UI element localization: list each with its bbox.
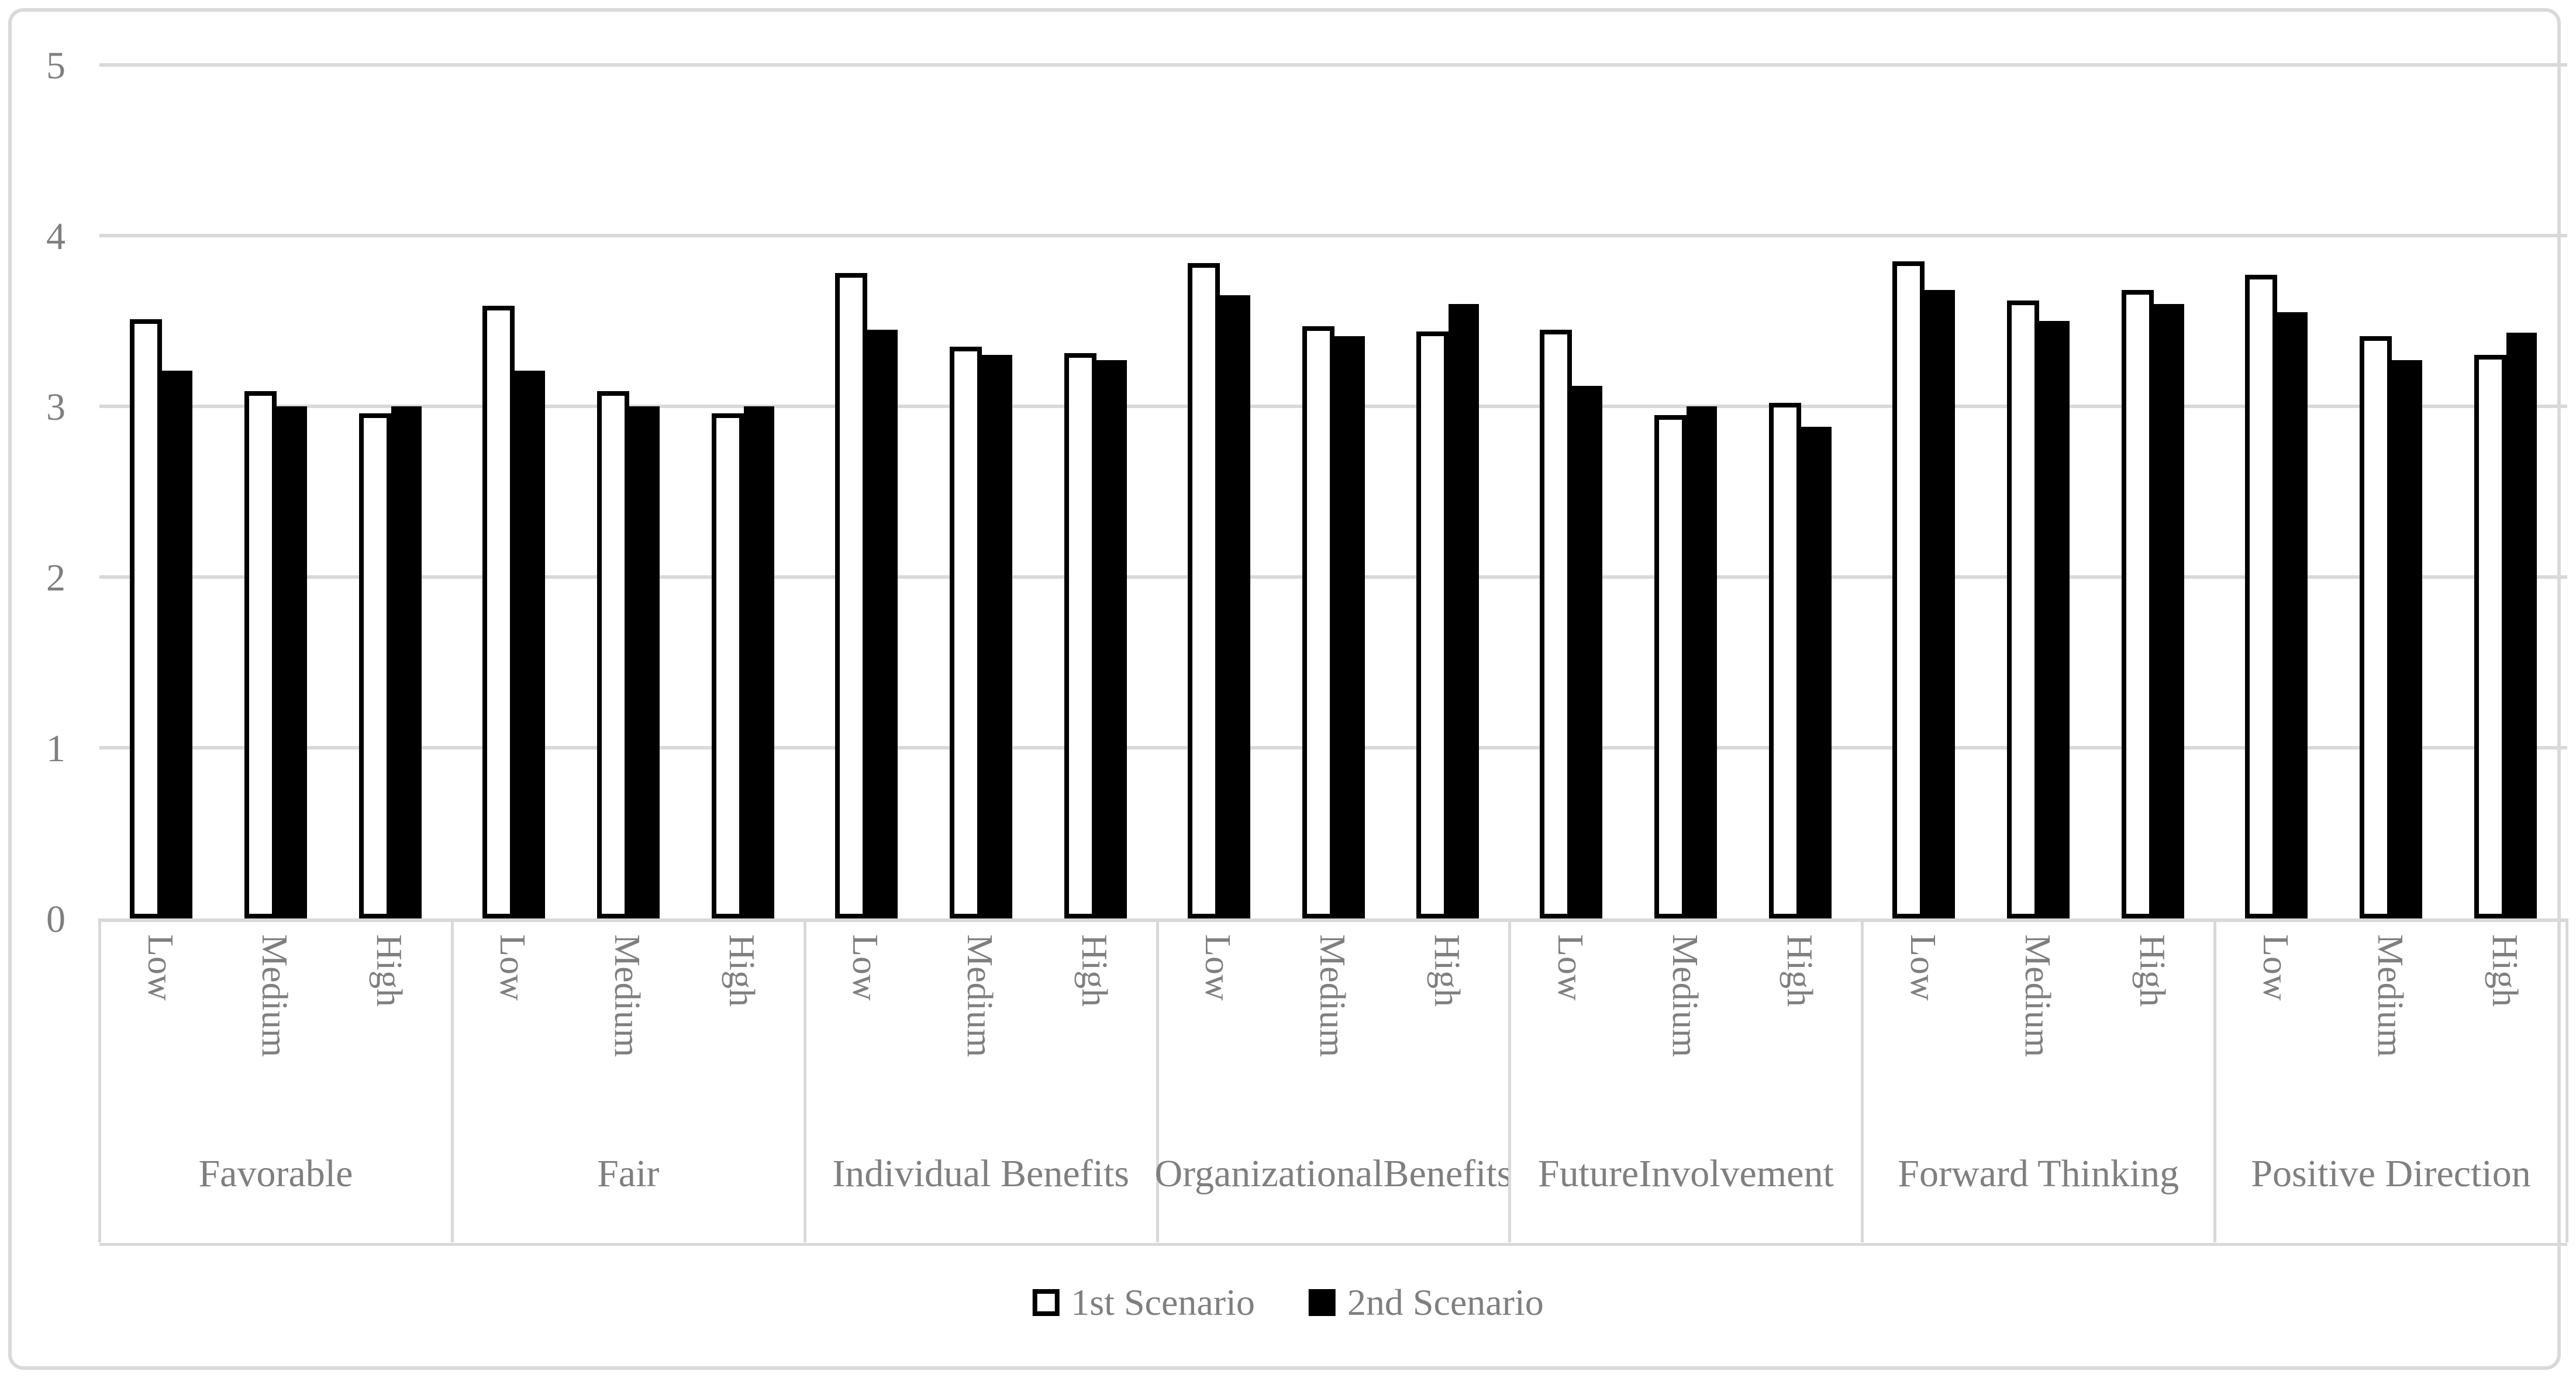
bar-2nd-scenario [1449, 303, 1480, 918]
subcategory-label: Low [492, 934, 533, 1001]
subcategory-label: Medium [2370, 934, 2410, 1058]
bar-2nd-scenario [1925, 290, 1956, 918]
bar-2nd-scenario [276, 406, 307, 918]
bar-2nd-scenario [2392, 360, 2423, 918]
gridline [99, 234, 2567, 237]
group-divider [98, 918, 101, 1242]
subcategory-label: High [1074, 934, 1115, 1007]
y-tick-label: 2 [46, 557, 65, 599]
category-axis-box [99, 918, 2567, 1246]
y-tick-label: 5 [46, 44, 65, 87]
bar-1st-scenario [1187, 263, 1220, 918]
group-label: Fair [597, 1152, 660, 1195]
group-divider [2213, 918, 2217, 1242]
legend-swatch-open-icon [1032, 1289, 1060, 1316]
y-tick-label: 3 [46, 386, 65, 429]
bar-1st-scenario [2122, 290, 2154, 918]
subcategory-label: High [1779, 934, 1819, 1007]
subcategory-label: Medium [2017, 934, 2057, 1058]
subcategory-label: Low [140, 934, 180, 1001]
legend-label-1st-scenario: 1st Scenario [1071, 1282, 1255, 1323]
legend: 1st Scenario 2nd Scenario [1032, 1279, 1544, 1326]
bar-2nd-scenario [1096, 360, 1127, 918]
bar-2nd-scenario [162, 370, 192, 918]
gridline [99, 63, 2567, 67]
bar-1st-scenario [711, 413, 744, 918]
group-divider [1861, 918, 1864, 1242]
subcategory-label: Low [1198, 934, 1238, 1001]
bar-1st-scenario [2360, 336, 2392, 918]
subcategory-label: Low [2255, 934, 2295, 1001]
group-divider [1156, 918, 1159, 1242]
y-tick-label: 4 [46, 215, 65, 258]
bar-2nd-scenario [981, 355, 1012, 918]
bar-2nd-scenario [1334, 336, 1365, 918]
bar-2nd-scenario [2277, 312, 2308, 918]
subcategory-label: Low [1902, 934, 1943, 1001]
group-label: Individual Benefits [832, 1152, 1129, 1195]
subcategory-label: Medium [1312, 934, 1352, 1058]
bar-2nd-scenario [2039, 321, 2070, 918]
bar-1st-scenario [949, 346, 982, 918]
chart-frame [8, 8, 2561, 1370]
bar-2nd-scenario [514, 370, 545, 918]
subcategory-label: High [722, 934, 762, 1007]
subcategory-label: Low [845, 934, 885, 1001]
subcategory-label: Medium [1664, 934, 1705, 1058]
bar-1st-scenario [2245, 275, 2278, 918]
bar-1st-scenario [1540, 329, 1573, 918]
y-tick-label: 1 [46, 727, 65, 770]
group-divider [1508, 918, 1512, 1242]
bar-1st-scenario [482, 305, 515, 918]
bar-2nd-scenario [629, 406, 660, 918]
bar-2nd-scenario [391, 406, 422, 918]
bar-1st-scenario [596, 391, 629, 918]
group-label: Positive Direction [2251, 1152, 2531, 1195]
bar-2nd-scenario [2506, 333, 2537, 918]
subcategory-label: High [1426, 934, 1467, 1007]
bar-2nd-scenario [1687, 406, 1718, 918]
group-label: Organizational Benefits [1154, 1152, 1512, 1195]
legend-item-1st-scenario: 1st Scenario [1032, 1279, 1255, 1326]
bar-2nd-scenario [743, 406, 774, 918]
legend-swatch-solid-icon [1308, 1289, 1336, 1316]
bar-1st-scenario [1302, 326, 1334, 918]
bar-2nd-scenario [1572, 385, 1603, 918]
bar-2nd-scenario [867, 329, 898, 918]
bar-2nd-scenario [1219, 295, 1250, 918]
group-divider [803, 918, 806, 1242]
subcategory-label: High [2484, 934, 2525, 1007]
legend-item-2nd-scenario: 2nd Scenario [1308, 1279, 1544, 1326]
bar-1st-scenario [244, 391, 277, 918]
subcategory-label: Medium [960, 934, 1000, 1058]
subcategory-label: Medium [607, 934, 647, 1058]
bar-1st-scenario [1416, 331, 1449, 918]
bar-1st-scenario [2007, 300, 2040, 918]
bar-1st-scenario [130, 319, 162, 918]
bar-1st-scenario [1892, 261, 1925, 918]
group-label: Future Involvement [1537, 1152, 1834, 1195]
subcategory-label: High [369, 934, 409, 1007]
group-label: Forward Thinking [1898, 1152, 2180, 1195]
group-divider [2565, 918, 2568, 1242]
bar-1st-scenario [1769, 403, 1802, 918]
bar-2nd-scenario [2154, 303, 2185, 918]
subcategory-label: Low [1550, 934, 1590, 1001]
y-tick-label: 0 [46, 898, 65, 941]
group-divider [450, 918, 454, 1242]
subcategory-label: High [2132, 934, 2172, 1007]
subcategory-label: Medium [254, 934, 295, 1058]
bar-1st-scenario [1654, 415, 1687, 918]
group-label: Favorable [198, 1152, 353, 1195]
bar-1st-scenario [1064, 353, 1096, 918]
bar-1st-scenario [834, 273, 867, 918]
bar-1st-scenario [2474, 355, 2506, 918]
bar-1st-scenario [358, 413, 391, 918]
legend-label-2nd-scenario: 2nd Scenario [1347, 1282, 1544, 1323]
bar-2nd-scenario [1801, 427, 1832, 918]
